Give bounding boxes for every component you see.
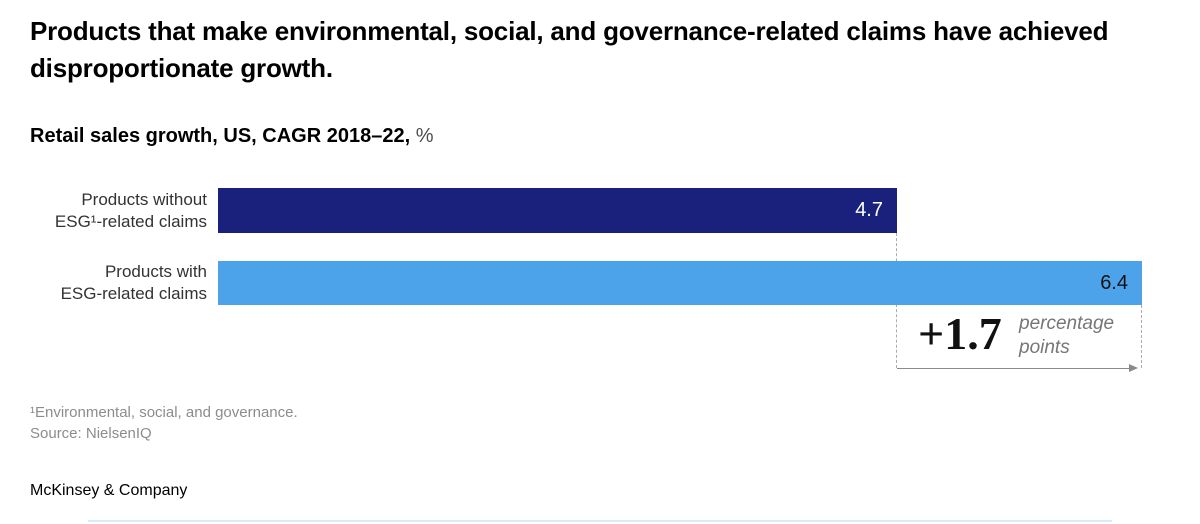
delta-value: +1.7 xyxy=(918,308,1002,359)
footnote-source: Source: NielsenIQ xyxy=(30,425,152,442)
bar-without-esg: 4.7 xyxy=(218,188,897,233)
bar-with-esg: 6.4 xyxy=(218,261,1142,305)
brand-wordmark: McKinsey & Company xyxy=(30,482,188,499)
bar-label-with-esg: Products with ESG-related claims xyxy=(0,261,207,305)
bottom-divider xyxy=(88,520,1112,522)
bar-label-line: Products with xyxy=(104,262,207,281)
delta-unit-line: percentage xyxy=(1019,313,1115,334)
bar-value-with-esg: 6.4 xyxy=(1100,271,1128,294)
chart-subtitle-unit: % xyxy=(415,125,434,147)
footnote-definition: ¹Environmental, social, and governance. xyxy=(30,404,298,421)
delta-unit-line: points xyxy=(1019,337,1070,358)
bar-label-line: Products without xyxy=(81,189,207,209)
bar-value-without-esg: 4.7 xyxy=(855,199,883,221)
page-title: Products that make environmental, social… xyxy=(30,16,1109,83)
guide-line-with-esg xyxy=(1141,305,1142,368)
delta-arrow-line xyxy=(897,368,1135,369)
footnote: ¹Environmental, social, and governance. … xyxy=(30,402,298,444)
chart-subtitle: Retail sales growth, US, CAGR 2018–22, % xyxy=(30,125,434,148)
delta-unit-label: percentage points xyxy=(1019,312,1114,360)
bar-label-without-esg: Products without ESG¹-related claims xyxy=(0,188,207,233)
bar-label-line: ESG-related claims xyxy=(60,284,207,303)
arrow-right-icon xyxy=(1129,364,1138,372)
chart-subtitle-text: Retail sales growth, US, CAGR 2018–22, xyxy=(30,125,411,147)
bar-label-line: ESG¹-related claims xyxy=(54,211,207,231)
